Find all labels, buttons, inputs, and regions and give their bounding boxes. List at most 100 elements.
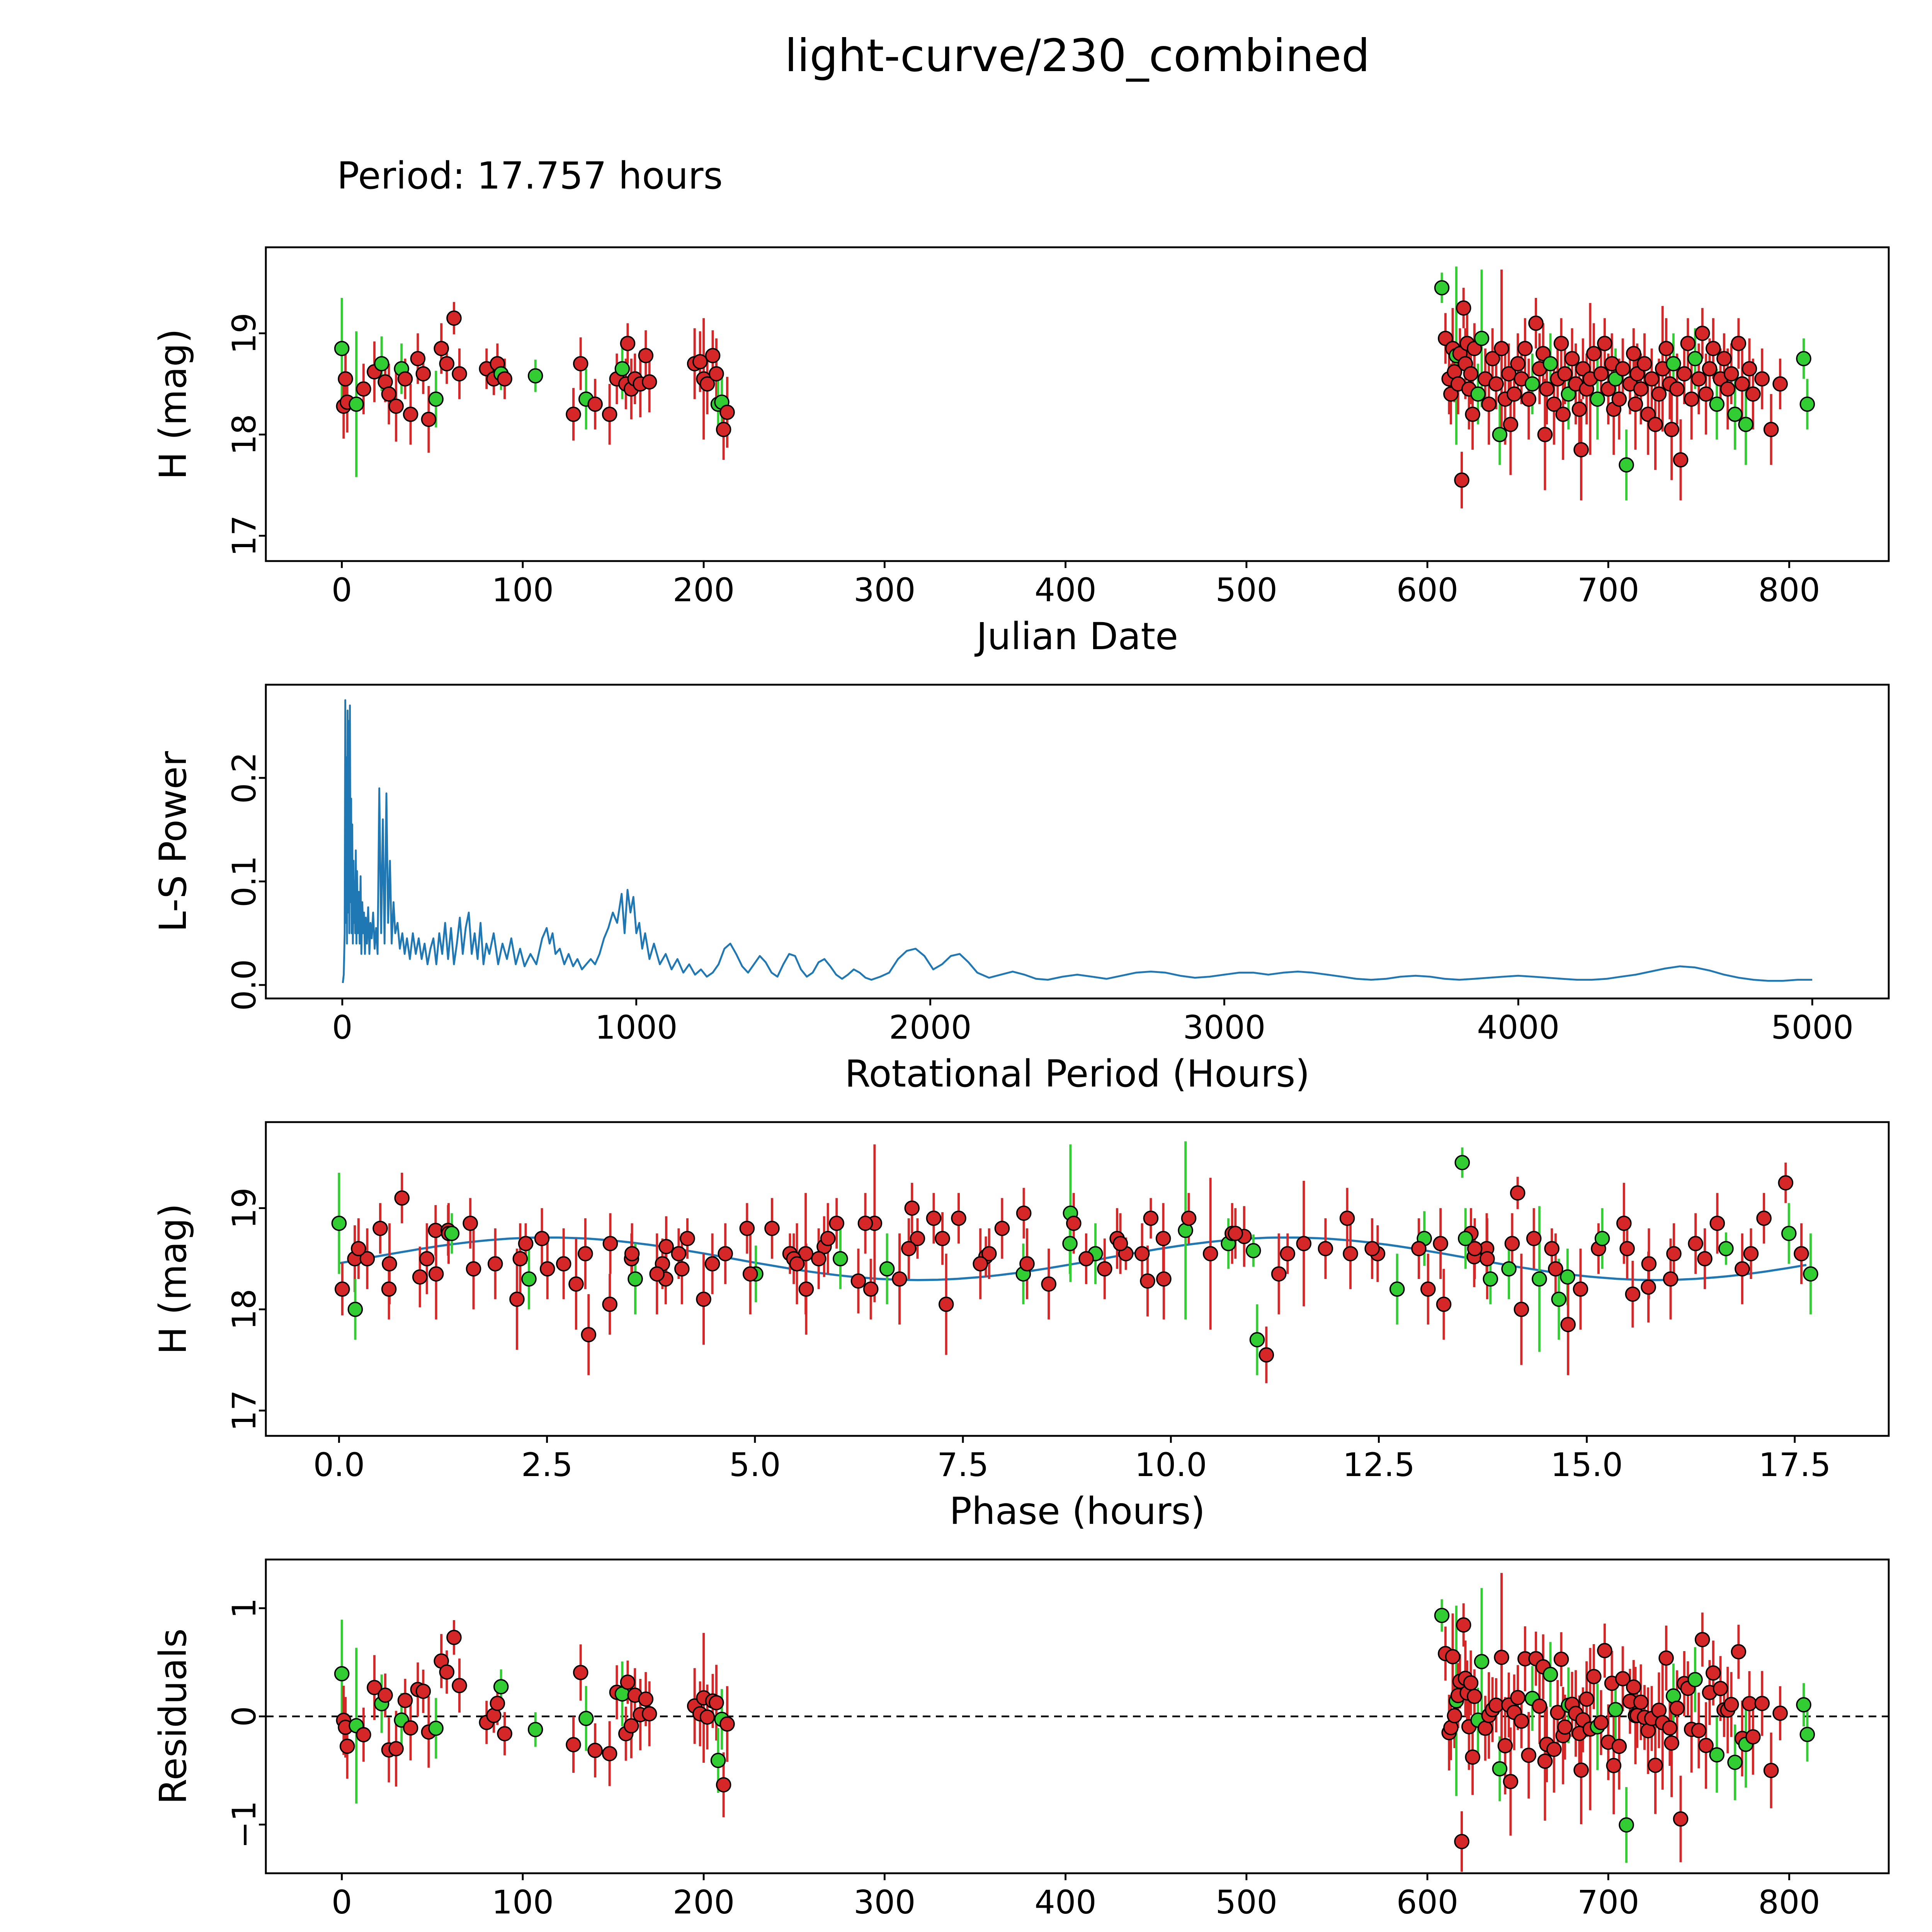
data-point xyxy=(1478,1720,1493,1736)
data-point xyxy=(1539,381,1554,397)
data-point xyxy=(350,1241,366,1257)
x-tick-label: 10.0 xyxy=(1135,1446,1207,1484)
axes-border xyxy=(265,246,1890,562)
data-point xyxy=(1492,1761,1508,1777)
data-point xyxy=(638,1691,654,1707)
y-tick-label: 18 xyxy=(225,414,263,455)
data-point xyxy=(1641,1256,1657,1272)
data-point xyxy=(1143,1211,1159,1226)
data-point xyxy=(1680,336,1696,351)
data-point xyxy=(1718,1241,1734,1257)
x-tick-label: 200 xyxy=(673,1883,735,1921)
data-point xyxy=(1445,1649,1461,1665)
data-point xyxy=(602,1746,617,1762)
data-point xyxy=(338,371,353,387)
data-point xyxy=(705,348,721,364)
data-point xyxy=(1202,1246,1218,1262)
data-point xyxy=(1503,417,1519,432)
data-point xyxy=(1763,1763,1779,1778)
data-point xyxy=(850,1273,866,1289)
data-point xyxy=(1456,1617,1471,1633)
data-point xyxy=(1339,1211,1355,1226)
data-point xyxy=(863,1281,879,1297)
data-point xyxy=(1521,1747,1537,1763)
data-point xyxy=(381,1281,397,1297)
data-point xyxy=(716,422,731,437)
data-point xyxy=(412,1269,428,1285)
x-tick-label: 400 xyxy=(1034,1883,1096,1921)
y-axis-label: Residuals xyxy=(151,1628,195,1804)
data-point xyxy=(1434,1607,1450,1623)
data-point xyxy=(1497,1738,1513,1753)
data-point xyxy=(671,1246,687,1262)
data-point xyxy=(1228,1226,1243,1241)
data-point xyxy=(349,396,364,412)
data-point xyxy=(1687,351,1703,366)
data-point xyxy=(1259,1347,1274,1363)
data-point xyxy=(1608,1702,1623,1718)
data-point xyxy=(1594,1231,1610,1247)
data-point xyxy=(587,1743,603,1758)
data-point xyxy=(1742,1696,1757,1711)
data-point xyxy=(1546,396,1562,412)
data-point xyxy=(490,1696,505,1711)
data-point xyxy=(811,1251,827,1267)
data-point xyxy=(1470,386,1486,402)
data-point xyxy=(1720,381,1736,397)
data-point xyxy=(367,1680,382,1696)
data-point xyxy=(649,1266,665,1282)
x-tick-label: 2.5 xyxy=(521,1446,573,1484)
data-point xyxy=(1156,1271,1172,1287)
x-tick-label: 600 xyxy=(1396,1883,1458,1921)
data-point xyxy=(1560,1269,1575,1285)
data-point xyxy=(397,1692,413,1708)
data-point xyxy=(1436,1296,1452,1312)
data-point xyxy=(1694,325,1710,341)
data-point xyxy=(624,1718,639,1734)
data-point xyxy=(1799,396,1815,412)
data-point xyxy=(994,1221,1010,1236)
x-tick-label: 12.5 xyxy=(1343,1446,1415,1484)
data-point xyxy=(1296,1236,1311,1252)
y-axis-label: L-S Power xyxy=(151,751,195,932)
data-point xyxy=(1016,1205,1032,1221)
y-tick-label: 0.2 xyxy=(225,752,263,804)
data-point xyxy=(789,1256,805,1272)
plot-data-layer xyxy=(331,1141,1818,1383)
data-point xyxy=(428,1266,444,1282)
data-point xyxy=(1019,1256,1035,1272)
data-point xyxy=(1745,386,1761,402)
data-point xyxy=(509,1291,525,1307)
data-point xyxy=(1709,1747,1725,1763)
x-tick-label: 7.5 xyxy=(937,1446,989,1484)
data-point xyxy=(709,366,724,382)
data-point xyxy=(1155,1231,1171,1247)
data-point xyxy=(1633,1694,1649,1710)
data-point xyxy=(820,1231,836,1247)
data-point xyxy=(628,1271,643,1287)
data-point xyxy=(1593,1715,1609,1730)
data-point xyxy=(1619,1817,1634,1833)
data-point xyxy=(602,1296,617,1312)
x-tick-label: 17.5 xyxy=(1759,1446,1831,1484)
data-point xyxy=(1343,1246,1358,1262)
data-point xyxy=(1411,1241,1427,1257)
data-point xyxy=(1181,1211,1197,1226)
data-point xyxy=(904,1200,920,1216)
data-point xyxy=(602,406,617,422)
x-tick-label: 300 xyxy=(854,571,915,609)
data-point xyxy=(487,1256,503,1272)
x-tick-label: 0 xyxy=(332,1009,352,1046)
data-point xyxy=(1112,1236,1128,1252)
data-point xyxy=(1465,406,1480,422)
data-point xyxy=(1691,1723,1707,1738)
x-tick-label: 0 xyxy=(332,1883,352,1921)
data-point xyxy=(1781,1226,1797,1241)
markers xyxy=(334,1607,1815,1849)
data-point xyxy=(1698,386,1714,402)
data-point xyxy=(518,1236,534,1252)
data-point xyxy=(556,1256,571,1272)
data-point xyxy=(1318,1241,1333,1257)
